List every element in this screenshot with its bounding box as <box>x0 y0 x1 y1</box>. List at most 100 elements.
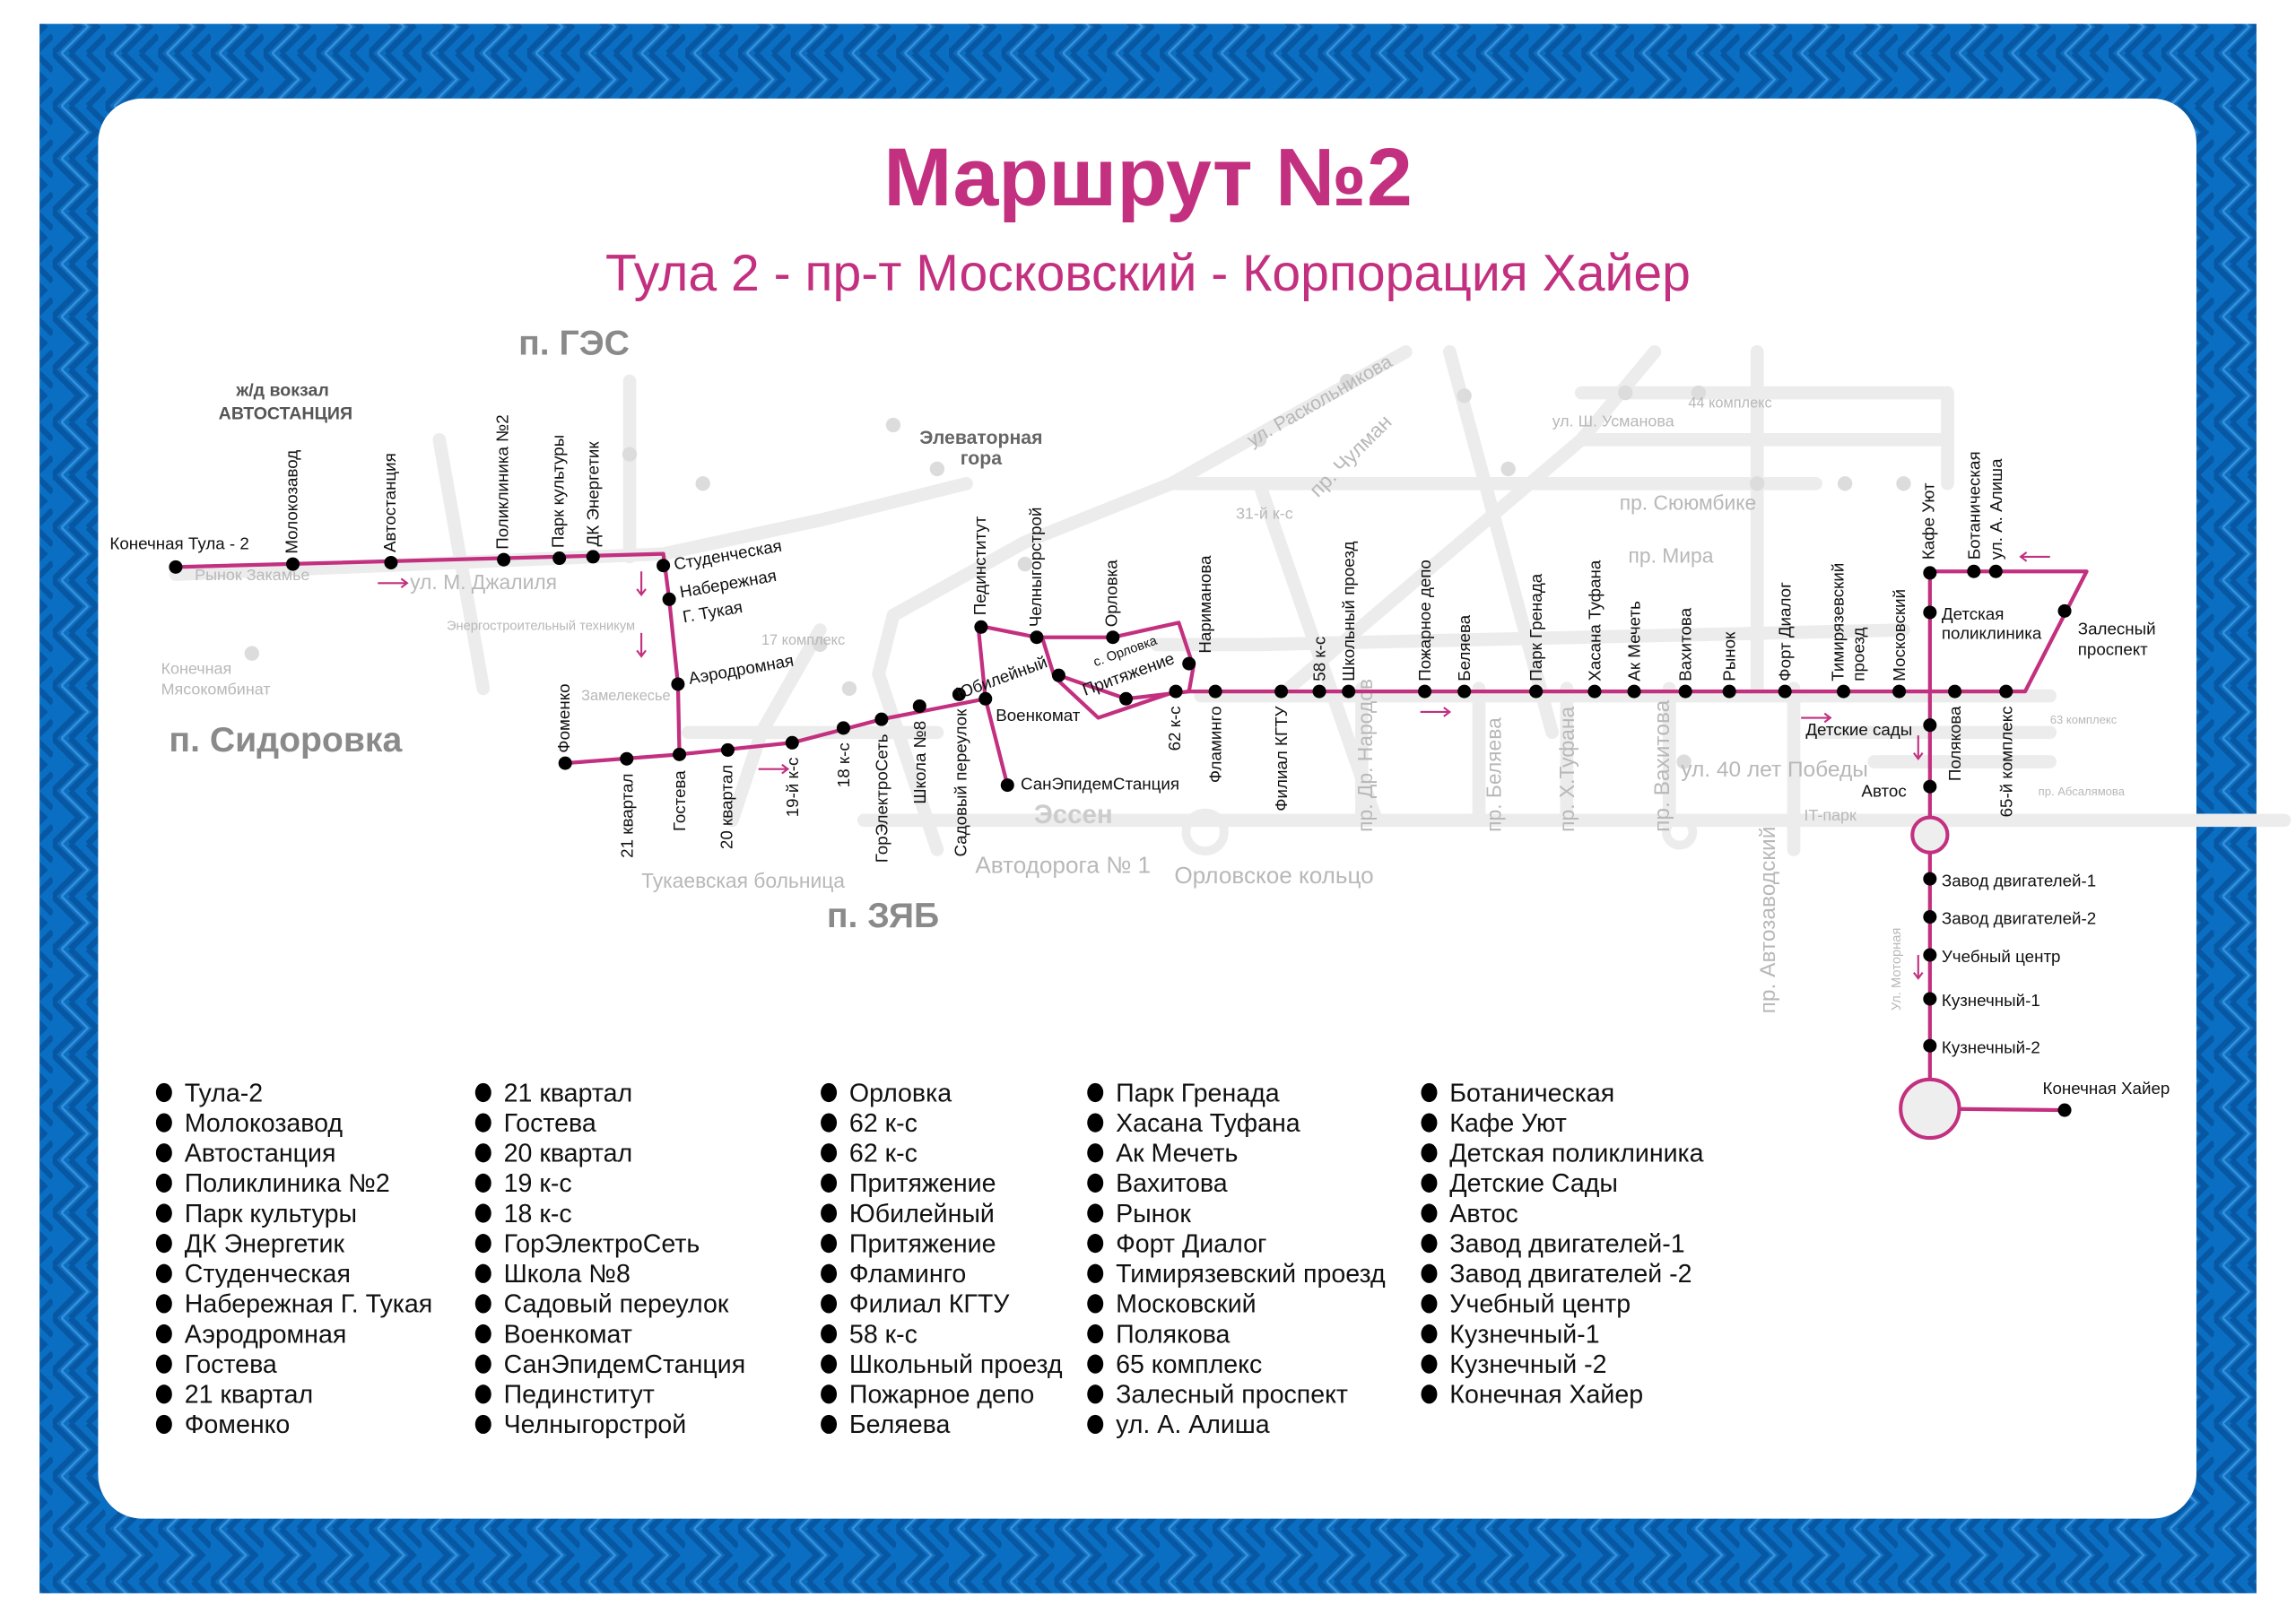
stop-dot[interactable] <box>2057 1103 2072 1117</box>
map-stop[interactable]: 58 к-с <box>1310 637 1329 699</box>
map-stop[interactable]: Тимирязевский проезд <box>1829 563 1868 699</box>
map-stop[interactable]: Кафе Уют <box>1919 482 1938 580</box>
stop-dot[interactable] <box>1999 684 2013 699</box>
map-stop[interactable]: Форт Диалог <box>1776 582 1795 699</box>
stop-dot[interactable] <box>912 699 926 713</box>
stop-dot[interactable] <box>974 620 988 634</box>
stop-dot[interactable] <box>1923 566 1937 580</box>
stop-dot[interactable] <box>1923 1038 1937 1053</box>
stop-dot[interactable] <box>586 550 600 564</box>
map-stop[interactable]: Полякова <box>1945 684 1964 782</box>
map-stop[interactable]: ГорЭлектроСеть <box>872 712 891 863</box>
stop-dot[interactable] <box>1587 684 1602 699</box>
stop-dot[interactable] <box>1923 605 1937 620</box>
stop-dot[interactable] <box>1418 684 1432 699</box>
stop-dot[interactable] <box>952 687 966 701</box>
stop-dot[interactable] <box>1988 564 2003 578</box>
stop-dot[interactable] <box>1967 564 1981 578</box>
map-stop[interactable]: Завод двигателей-2 <box>1923 909 2096 928</box>
map-stop[interactable]: Филиал КГТУ <box>1272 684 1291 812</box>
map-stop[interactable]: Военкомат <box>978 691 1081 725</box>
stop-dot[interactable] <box>1000 778 1014 793</box>
stop-dot[interactable] <box>836 721 850 735</box>
map-stop[interactable]: СанЭпидемСтанция <box>1000 775 1179 794</box>
stop-dot[interactable] <box>1923 718 1937 733</box>
map-stop[interactable]: 20 квартал <box>717 742 735 849</box>
stop-dot[interactable] <box>1923 779 1937 794</box>
stop-dot[interactable] <box>558 756 572 770</box>
stop-dot[interactable] <box>1778 684 1792 699</box>
stop-dot[interactable] <box>785 735 799 750</box>
stop-dot[interactable] <box>1722 684 1736 699</box>
map-stop[interactable]: Кузнечный-2 <box>1923 1037 2040 1056</box>
map-stop[interactable]: 19-й к-с <box>783 735 802 818</box>
stop-dot[interactable] <box>1923 992 1937 1006</box>
stop-dot[interactable] <box>1892 684 1907 699</box>
stop-dot[interactable] <box>673 747 687 761</box>
map-stop[interactable]: Рынок <box>1720 631 1739 699</box>
stop-dot[interactable] <box>286 557 300 571</box>
stop-dot[interactable] <box>1457 684 1472 699</box>
map-stop[interactable]: 62 к-с <box>1165 684 1184 751</box>
map-stop[interactable]: ул. А. Алиша <box>1987 458 2005 578</box>
stop-dot[interactable] <box>874 712 889 726</box>
map-stop[interactable]: Автос <box>1861 779 1937 801</box>
map-stop[interactable]: Школьный проезд <box>1339 542 1358 699</box>
stop-dot[interactable] <box>2057 603 2072 618</box>
stop-dot[interactable] <box>1169 684 1183 699</box>
map-stop[interactable]: Фламинго <box>1206 684 1225 783</box>
stop-dot[interactable] <box>1529 684 1544 699</box>
stop-dot[interactable] <box>1030 630 1044 645</box>
stop-dot[interactable] <box>1948 684 1962 699</box>
map-stop[interactable]: Челныгорстрой <box>1026 508 1045 645</box>
map-stop[interactable]: Парк культуры <box>549 435 568 566</box>
stop-dot[interactable] <box>662 592 676 606</box>
map-stop[interactable]: Школа №8 <box>910 699 929 804</box>
map-stop[interactable]: 21 квартал <box>617 751 636 858</box>
stop-dot[interactable] <box>169 560 183 574</box>
stop-dot[interactable] <box>1342 684 1356 699</box>
stop-dot[interactable] <box>671 677 685 691</box>
stop-dot[interactable] <box>1208 684 1222 699</box>
map-stop[interactable]: Автостанция <box>380 453 399 569</box>
stop-dot[interactable] <box>1923 872 1937 886</box>
map-stop[interactable]: Парк Гренада <box>1526 573 1545 699</box>
map-stop[interactable]: Вахитова <box>1676 607 1695 699</box>
map-stop[interactable]: Поликлиника №2 <box>493 414 512 567</box>
map-stop[interactable]: Пожарное депо <box>1415 560 1434 699</box>
map-stop[interactable]: Завод двигателей-1 <box>1923 871 2096 890</box>
map-stop[interactable]: Ак Мечеть <box>1625 601 1644 699</box>
map-stop[interactable]: Беляева <box>1455 614 1474 699</box>
stop-dot[interactable] <box>497 552 511 567</box>
map-stop[interactable]: Пединститут <box>970 516 989 634</box>
stop-dot[interactable] <box>384 555 398 569</box>
stop-dot[interactable] <box>1182 656 1196 671</box>
stop-dot[interactable] <box>1051 668 1065 682</box>
map-stop[interactable]: Конечная Тула - 2 <box>109 534 249 574</box>
stop-dot[interactable] <box>1923 910 1937 924</box>
stop-dot[interactable] <box>1627 684 1641 699</box>
map-stop[interactable]: Кузнечный-1 <box>1923 991 2040 1010</box>
stop-dot[interactable] <box>1119 691 1134 706</box>
map-stop[interactable]: Нариманова <box>1182 555 1214 671</box>
stop-dot[interactable] <box>552 551 567 566</box>
map-stop[interactable]: ДК Энергетик <box>584 441 603 564</box>
map-stop[interactable]: Учебный центр <box>1923 947 2060 966</box>
map-stop[interactable]: Садовый переулок <box>952 687 970 857</box>
stop-dot[interactable] <box>978 691 993 706</box>
map-stop[interactable]: Молокозавод <box>282 450 300 571</box>
map-stop[interactable]: Конечная Хайер <box>2043 1079 2170 1117</box>
map-stop[interactable]: Ботаническая <box>1964 451 1983 578</box>
stop-dot[interactable] <box>1274 684 1289 699</box>
stop-dot[interactable] <box>657 559 671 573</box>
map-stop[interactable]: Фоменко <box>554 683 573 770</box>
stop-dot[interactable] <box>720 742 735 757</box>
stop-dot[interactable] <box>1837 684 1851 699</box>
stop-dot[interactable] <box>1678 684 1692 699</box>
map-stop[interactable]: Московский <box>1890 589 1909 699</box>
map-stop[interactable]: Хасана Туфана <box>1585 560 1604 699</box>
stop-dot[interactable] <box>620 751 634 766</box>
map-stop[interactable]: Орловка <box>1102 560 1121 645</box>
stop-dot[interactable] <box>1312 684 1326 699</box>
